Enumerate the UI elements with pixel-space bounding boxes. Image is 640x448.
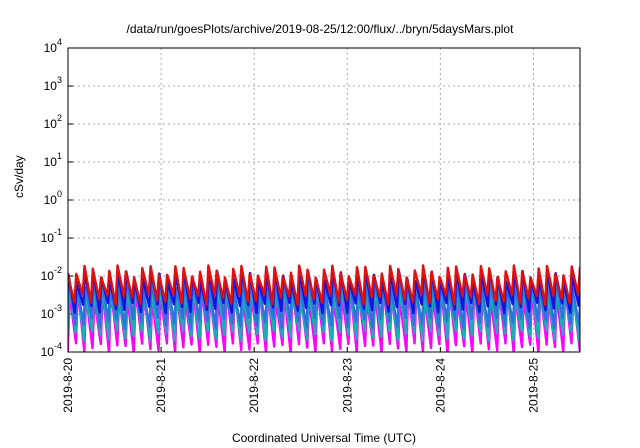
chart-title: /data/run/goesPlots/archive/2019-08-25/1… [126, 22, 514, 36]
x-tick-label: 2019-8-24 [433, 358, 447, 413]
y-tick-label: 10-4 [41, 341, 62, 359]
y-axis-label: cSv/day [12, 155, 26, 198]
y-tick-label: 101 [44, 151, 62, 169]
x-tick-label: 2019-8-25 [526, 358, 540, 413]
y-tick-label: 104 [44, 37, 62, 55]
y-tick-label: 103 [44, 75, 62, 93]
x-tick-label: 2019-8-23 [340, 358, 354, 413]
x-tick-label: 2019-8-21 [154, 358, 168, 413]
y-tick-label: 102 [44, 113, 62, 131]
y-tick-label: 100 [44, 189, 62, 207]
x-tick-label: 2019-8-22 [247, 358, 261, 413]
plot-frame [67, 47, 581, 353]
y-tick-label: 10-1 [41, 227, 62, 245]
x-axis-label: Coordinated Universal Time (UTC) [231, 431, 417, 445]
y-tick-label: 10-3 [41, 303, 62, 321]
y-tick-label: 10-2 [41, 265, 62, 283]
series-line [68, 264, 580, 306]
x-tick-label: 2019-8-20 [61, 358, 75, 413]
